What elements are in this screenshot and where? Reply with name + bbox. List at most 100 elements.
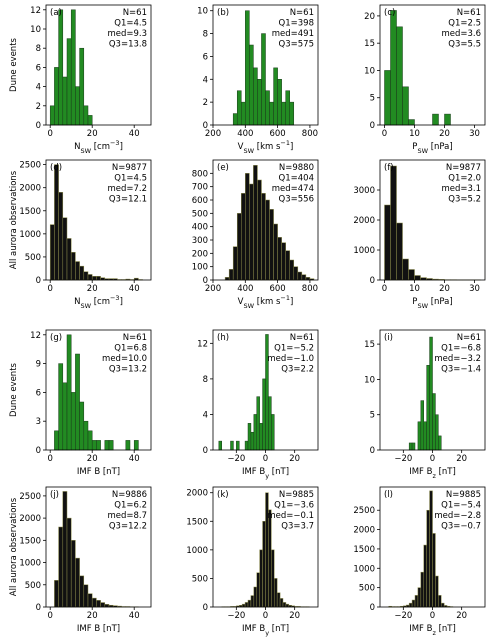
- annotation: N=61: [290, 8, 314, 18]
- y-tick-label: 2500: [19, 161, 41, 171]
- annotation: Q3=12.1: [109, 195, 147, 205]
- x-axis-label-part: SW: [80, 147, 91, 155]
- annotation: Q1=6.8: [114, 344, 147, 354]
- bar: [282, 602, 287, 608]
- bar: [285, 603, 290, 608]
- x-axis-label-part: y: [265, 629, 269, 637]
- bar: [79, 401, 85, 451]
- bar: [100, 602, 106, 608]
- bar: [75, 557, 80, 608]
- axes-frame: [45, 159, 152, 281]
- x-axis-label-part: ]: [120, 142, 123, 152]
- bar: [58, 9, 64, 126]
- y-tick-label: 0: [370, 276, 375, 286]
- annotation: Q1=6.2: [114, 501, 147, 511]
- x-axis-label-part: P: [412, 297, 417, 307]
- x-axis-label-part: z: [432, 629, 436, 637]
- bar: [262, 521, 266, 608]
- bar: [289, 101, 295, 126]
- bar: [432, 533, 436, 608]
- annotation: N=9886: [112, 490, 147, 500]
- y-tick-label: 100: [192, 263, 208, 273]
- annotation: Q3=575: [279, 40, 314, 50]
- bar: [390, 165, 397, 281]
- x-axis-label-part: ]: [120, 297, 123, 307]
- x-tick-label: 0: [47, 129, 52, 139]
- bar: [87, 593, 93, 608]
- bar: [253, 67, 258, 126]
- y-tick-label: 6: [36, 63, 41, 73]
- x-tick-label: 0: [263, 611, 268, 621]
- x-tick-label: 0: [382, 129, 387, 139]
- bar: [133, 440, 139, 451]
- bar: [432, 113, 439, 126]
- x-tick-label: 800: [302, 129, 318, 139]
- bar: [429, 336, 433, 451]
- x-axis-label-part: [nT]: [269, 467, 289, 477]
- bar: [269, 209, 274, 281]
- bar: [420, 400, 425, 451]
- bar: [289, 259, 295, 281]
- bar: [91, 597, 97, 608]
- bar: [241, 603, 246, 608]
- bar: [104, 440, 110, 451]
- bar: [87, 274, 93, 281]
- x-tick-label: 0: [47, 454, 52, 464]
- bar: [66, 238, 72, 281]
- y-tick-label: 700: [192, 183, 208, 193]
- y-axis-label: Dune events: [9, 362, 19, 416]
- annotation: Q3=2.2: [281, 365, 314, 375]
- bar: [420, 571, 425, 608]
- x-axis-label: IMF By [nT]: [242, 467, 289, 480]
- bar: [241, 101, 246, 126]
- bar: [408, 119, 415, 126]
- annotation: N=9877: [446, 163, 481, 173]
- annotation: Q1=4.5: [114, 19, 147, 29]
- bar: [259, 549, 263, 608]
- bar: [66, 517, 72, 608]
- x-axis-label: IMF Bz [nT]: [409, 624, 456, 637]
- panel-label: (e): [217, 163, 229, 173]
- x-axis-label-part: z: [432, 472, 436, 480]
- bar: [83, 271, 89, 281]
- bar: [435, 414, 439, 451]
- x-tick-label: 20: [87, 454, 98, 464]
- x-tick-label: 10: [409, 129, 420, 139]
- y-tick-label: 2000: [19, 184, 41, 194]
- y-tick-label: 3: [36, 417, 41, 427]
- annotation: Q3=−0.7: [441, 522, 481, 532]
- bar: [58, 192, 64, 281]
- annotation: N=61: [457, 333, 481, 343]
- annotation: med=474: [272, 184, 314, 194]
- y-tick-label: 5: [370, 94, 375, 104]
- panel-label: (b): [217, 8, 229, 18]
- bar: [245, 173, 250, 281]
- bar: [249, 44, 254, 126]
- x-axis-label-part: IMF B: [409, 624, 432, 634]
- y-tick-label: 15: [364, 340, 375, 350]
- x-axis-label: PSW [nPa]: [412, 142, 452, 155]
- y-axis-label: Dune events: [9, 37, 19, 91]
- y-tick-label: 2500: [353, 506, 375, 516]
- bar: [396, 26, 403, 126]
- x-axis-label: IMF B [nT]: [77, 624, 120, 634]
- bar: [75, 261, 80, 281]
- bar: [265, 199, 270, 281]
- x-tick-label: 0: [47, 284, 52, 294]
- annotation: med=10.0: [102, 354, 147, 364]
- y-tick-label: 5: [370, 411, 375, 421]
- bar: [83, 584, 89, 608]
- panel-label: (i): [384, 333, 393, 343]
- annotation: med=−1.0: [267, 354, 314, 364]
- bar: [250, 431, 255, 451]
- bar: [414, 595, 419, 608]
- bar: [271, 414, 275, 451]
- y-tick-label: 1000: [186, 546, 208, 556]
- bar: [49, 105, 55, 126]
- bar: [265, 334, 269, 451]
- bar: [79, 265, 85, 281]
- annotation: Q3=12.2: [109, 522, 147, 532]
- x-axis-label-part: [nT]: [436, 467, 456, 477]
- x-axis-label-part: IMF B: [242, 624, 265, 634]
- x-axis-label: VSW [km s−1]: [238, 294, 294, 310]
